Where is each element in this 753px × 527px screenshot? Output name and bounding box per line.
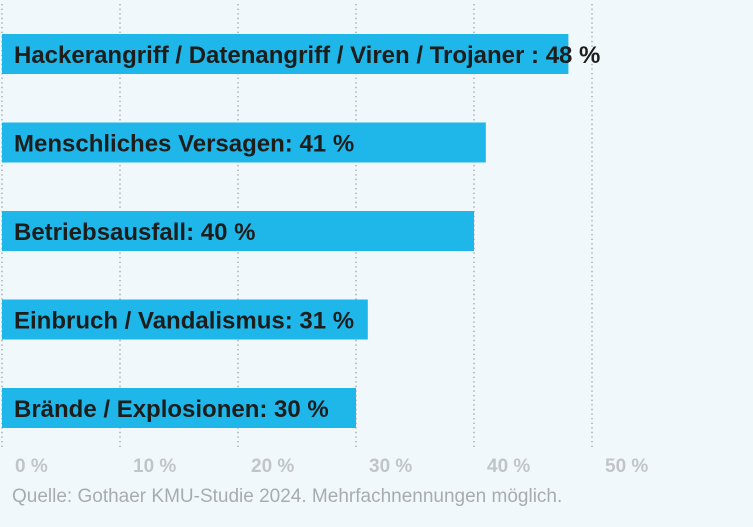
x-tick-label: 30 %	[369, 456, 412, 477]
bar-label: Menschliches Versagen: 41 %	[14, 131, 354, 158]
bar	[2, 388, 356, 428]
bar-labels: Hackerangriff / Datenangriff / Viren / T…	[14, 42, 600, 423]
bar-label: Brände / Explosionen: 30 %	[14, 396, 329, 423]
gridlines	[1, 4, 593, 450]
bar	[2, 211, 474, 251]
x-tick-label: 20 %	[251, 456, 294, 477]
bar-label: Hackerangriff / Datenangriff / Viren / T…	[14, 42, 600, 69]
source-note: Quelle: Gothaer KMU-Studie 2024. Mehrfac…	[12, 486, 563, 507]
bar-label: Einbruch / Vandalismus: 31 %	[14, 308, 354, 335]
bar	[2, 122, 486, 163]
x-tick-label: 40 %	[487, 456, 530, 477]
x-tick-label: 50 %	[605, 456, 648, 477]
bars	[2, 34, 569, 428]
bar	[2, 299, 368, 340]
x-axis-ticks: 0 % 10 % 20 % 30 % 40 % 50 %	[15, 456, 648, 477]
bar	[2, 34, 569, 74]
x-tick-label: 10 %	[133, 456, 176, 477]
bar-label: Betriebsausfall: 40 %	[14, 219, 255, 246]
x-tick-label: 0 %	[15, 456, 48, 477]
